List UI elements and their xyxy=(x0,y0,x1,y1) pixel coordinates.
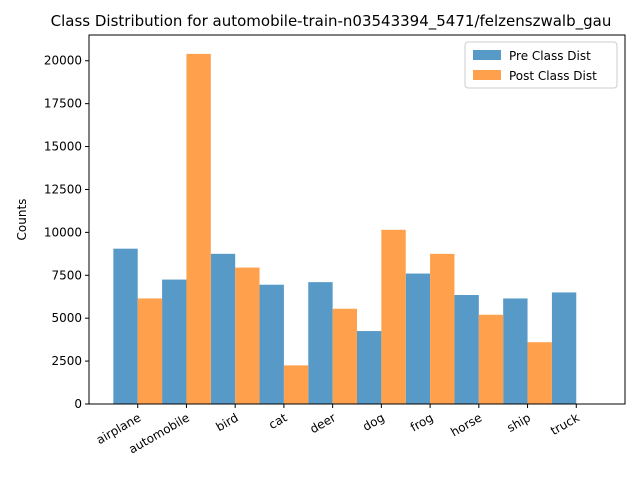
bar-pre-automobile xyxy=(162,279,187,404)
bar-post-deer xyxy=(332,308,357,404)
bar-post-dog xyxy=(381,229,406,404)
bar-post-automobile xyxy=(186,53,211,404)
legend-swatch-pre xyxy=(473,50,501,60)
chart-title: Class Distribution for automobile-train-… xyxy=(51,12,612,31)
bar-pre-ship xyxy=(503,298,528,404)
legend-box xyxy=(464,41,618,89)
bar-pre-dog xyxy=(357,331,382,404)
bar-post-ship xyxy=(527,342,552,404)
plot-frame xyxy=(88,34,626,405)
bar-post-horse xyxy=(478,314,504,404)
bar-post-frog xyxy=(430,253,455,404)
bar-pre-bird xyxy=(210,253,236,404)
bar-pre-truck xyxy=(551,292,577,404)
y-tick-label: 17500 xyxy=(44,97,82,111)
bars-group xyxy=(113,53,577,404)
bar-pre-cat xyxy=(259,284,284,404)
legend-label-post: Post Class Dist xyxy=(509,69,597,83)
bar-post-bird xyxy=(235,267,260,404)
y-tick-label: 7500 xyxy=(51,268,82,282)
y-axis: 0 2500 5000 7500 10000 12500 15000 17500 20000 xyxy=(44,54,89,411)
legend: Pre Class Dist Post Class Dist xyxy=(464,41,618,89)
bar-post-airplane xyxy=(137,298,163,404)
bar-pre-frog xyxy=(405,273,431,404)
bar-post-cat xyxy=(283,365,309,404)
y-tick-label: 20000 xyxy=(44,54,82,68)
bar-pre-airplane xyxy=(113,248,138,404)
y-tick-label: 5000 xyxy=(51,311,82,325)
legend-label-pre: Pre Class Dist xyxy=(509,49,591,63)
y-tick-label: 2500 xyxy=(51,354,82,368)
y-tick-label: 15000 xyxy=(44,140,82,154)
y-tick-label: 0 xyxy=(74,397,82,411)
bar-pre-horse xyxy=(454,295,479,404)
y-axis-label: Counts xyxy=(15,199,29,241)
y-tick-label: 12500 xyxy=(44,182,82,196)
bar-pre-deer xyxy=(308,282,333,404)
legend-swatch-post xyxy=(473,70,501,80)
y-tick-label: 10000 xyxy=(44,225,82,239)
